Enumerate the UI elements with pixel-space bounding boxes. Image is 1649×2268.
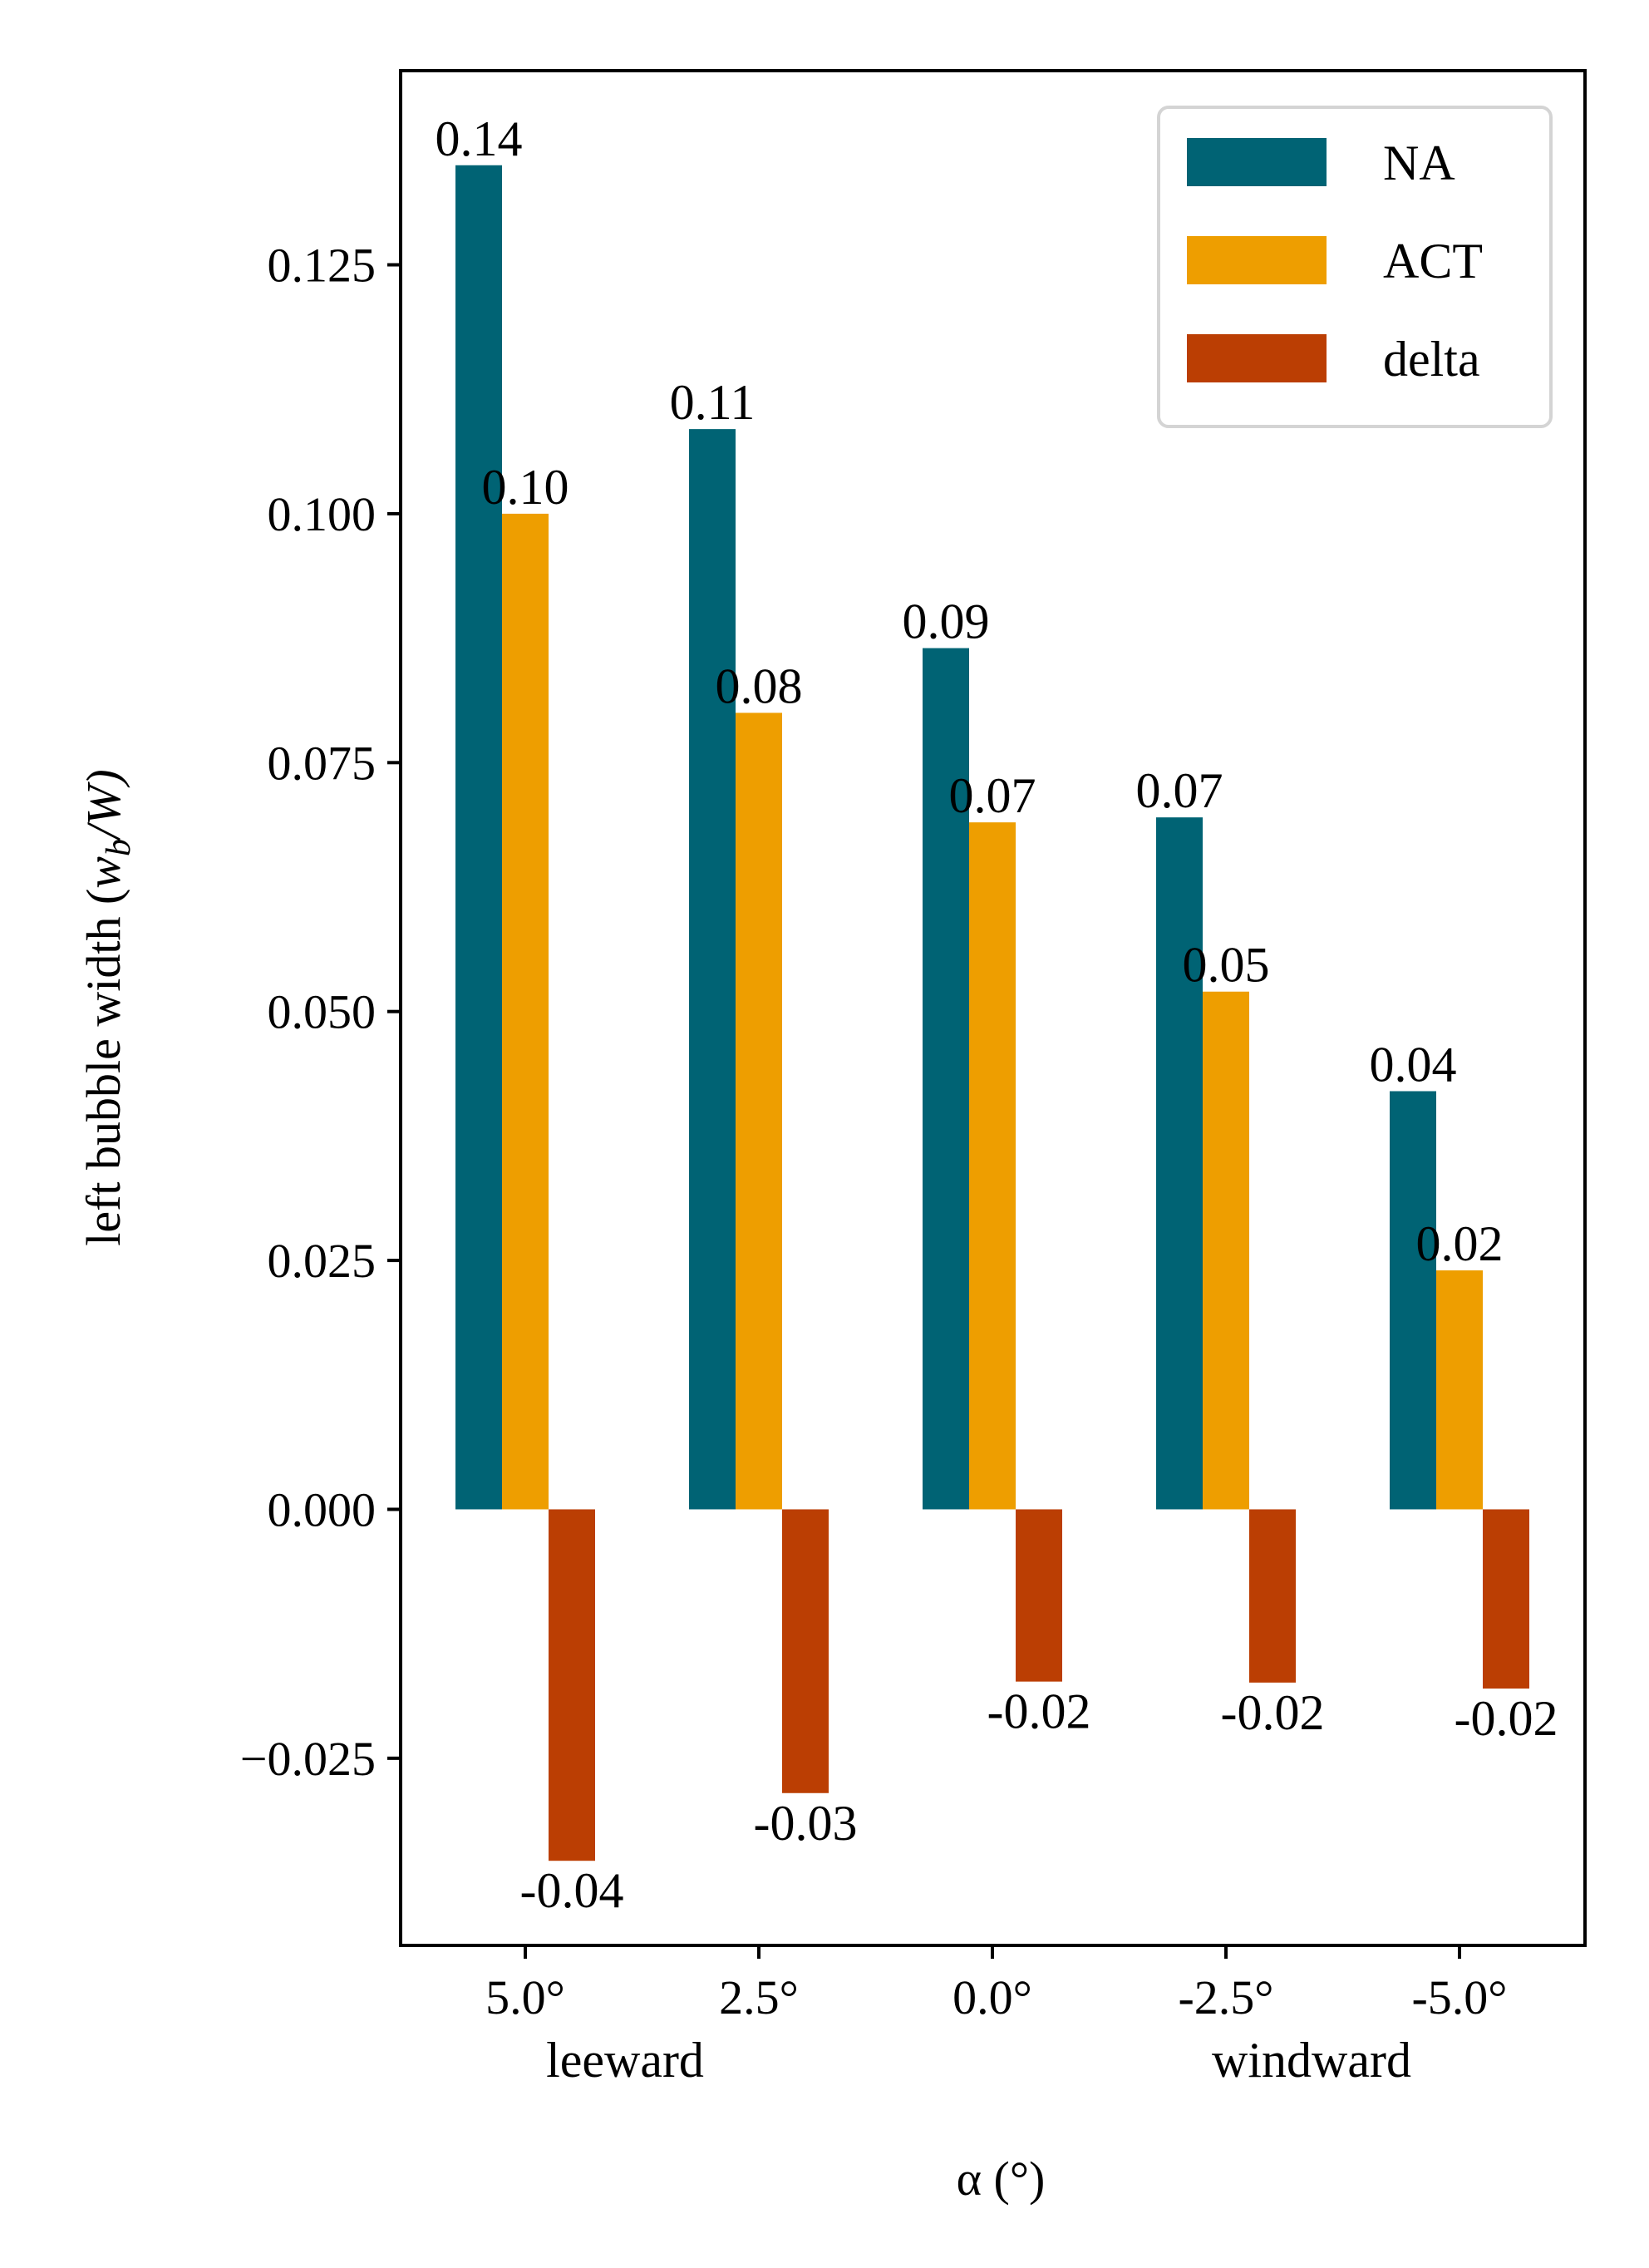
bar-NA-4	[1390, 1091, 1436, 1510]
bar-ACT-0	[502, 513, 549, 1510]
y-tick-label: 0.100	[268, 487, 377, 541]
bar-labels-group: 0.14 0.11 0.09 0.07 0.04 0.10 0.08 0.07 0.05 0.02…	[436, 111, 1558, 1918]
x-sublabels: leeward windward	[546, 2033, 1411, 2088]
bar-label-ACT-0: 0.10	[482, 460, 569, 515]
bar-label-delta-3: -0.02	[1221, 1685, 1325, 1740]
bar-delta-3	[1249, 1509, 1296, 1683]
bar-ACT-1	[736, 712, 782, 1510]
legend-swatch-ACT	[1187, 236, 1327, 284]
bar-NA-1	[689, 429, 736, 1510]
y-axis-label-sub: b	[100, 839, 138, 856]
bar-ACT-3	[1203, 991, 1249, 1510]
bar-label-delta-4: -0.02	[1455, 1691, 1558, 1746]
x-sublabel-leeward: leeward	[546, 2033, 704, 2088]
bar-ACT-2	[969, 822, 1016, 1510]
bar-ACT-4	[1436, 1270, 1483, 1510]
x-sublabel-windward: windward	[1212, 2033, 1411, 2088]
legend: NA ACT delta	[1157, 106, 1553, 428]
bar-NA-2	[923, 648, 969, 1510]
bar-label-ACT-4: 0.02	[1416, 1216, 1504, 1271]
bar-label-delta-0: -0.04	[520, 1863, 624, 1918]
bar-delta-1	[782, 1509, 829, 1793]
x-tick-label: -2.5°	[1178, 1970, 1273, 2024]
y-tick-label: 0.050	[268, 985, 377, 1039]
bar-label-delta-2: -0.02	[987, 1684, 1091, 1739]
bar-label-NA-2: 0.09	[903, 594, 990, 649]
x-axis: 5.0° 2.5° 0.0° -2.5° -5.0°	[485, 1945, 1508, 2024]
x-tick-label: 5.0°	[485, 1970, 565, 2024]
bar-delta-4	[1483, 1509, 1529, 1689]
bar-label-delta-1: -0.03	[754, 1796, 858, 1851]
y-axis: −0.025 0.000 0.025 0.050 0.075 0.100 0.125	[240, 239, 401, 1786]
y-tick-label: 0.125	[268, 239, 377, 293]
bar-label-NA-1: 0.11	[670, 375, 756, 430]
x-tick-label: -5.0°	[1411, 1970, 1507, 2024]
legend-swatch-delta	[1187, 334, 1327, 382]
bar-delta-2	[1016, 1509, 1062, 1682]
y-tick-label: 0.025	[268, 1234, 377, 1288]
y-tick-label: 0.075	[268, 736, 377, 790]
bar-label-NA-3: 0.07	[1136, 763, 1223, 818]
legend-label-delta: delta	[1383, 332, 1480, 387]
bar-label-NA-0: 0.14	[436, 111, 523, 166]
x-tick-label: 2.5°	[719, 1970, 799, 2024]
bar-label-ACT-2: 0.07	[949, 768, 1036, 823]
bar-label-ACT-1: 0.08	[716, 658, 803, 713]
x-tick-label: 0.0°	[952, 1970, 1032, 2024]
y-axis-label-w: w	[76, 856, 130, 889]
legend-swatch-NA	[1187, 138, 1327, 186]
bar-NA-3	[1156, 817, 1203, 1510]
bars-group	[455, 165, 1529, 1861]
bar-NA-0	[455, 165, 502, 1510]
y-axis-label: left bubble width (wb/W)	[76, 769, 138, 1246]
y-axis-label-suffix: /W)	[76, 769, 130, 841]
y-tick-label: 0.000	[268, 1482, 377, 1536]
legend-label-ACT: ACT	[1383, 234, 1483, 288]
bar-delta-0	[549, 1509, 595, 1861]
bar-label-ACT-3: 0.05	[1183, 938, 1270, 993]
y-tick-label: −0.025	[240, 1732, 376, 1786]
bar-label-NA-4: 0.04	[1370, 1037, 1457, 1092]
y-axis-label-prefix: left bubble width (	[76, 889, 130, 1246]
x-axis-label: α (°)	[957, 2152, 1046, 2206]
legend-label-NA: NA	[1383, 136, 1455, 190]
